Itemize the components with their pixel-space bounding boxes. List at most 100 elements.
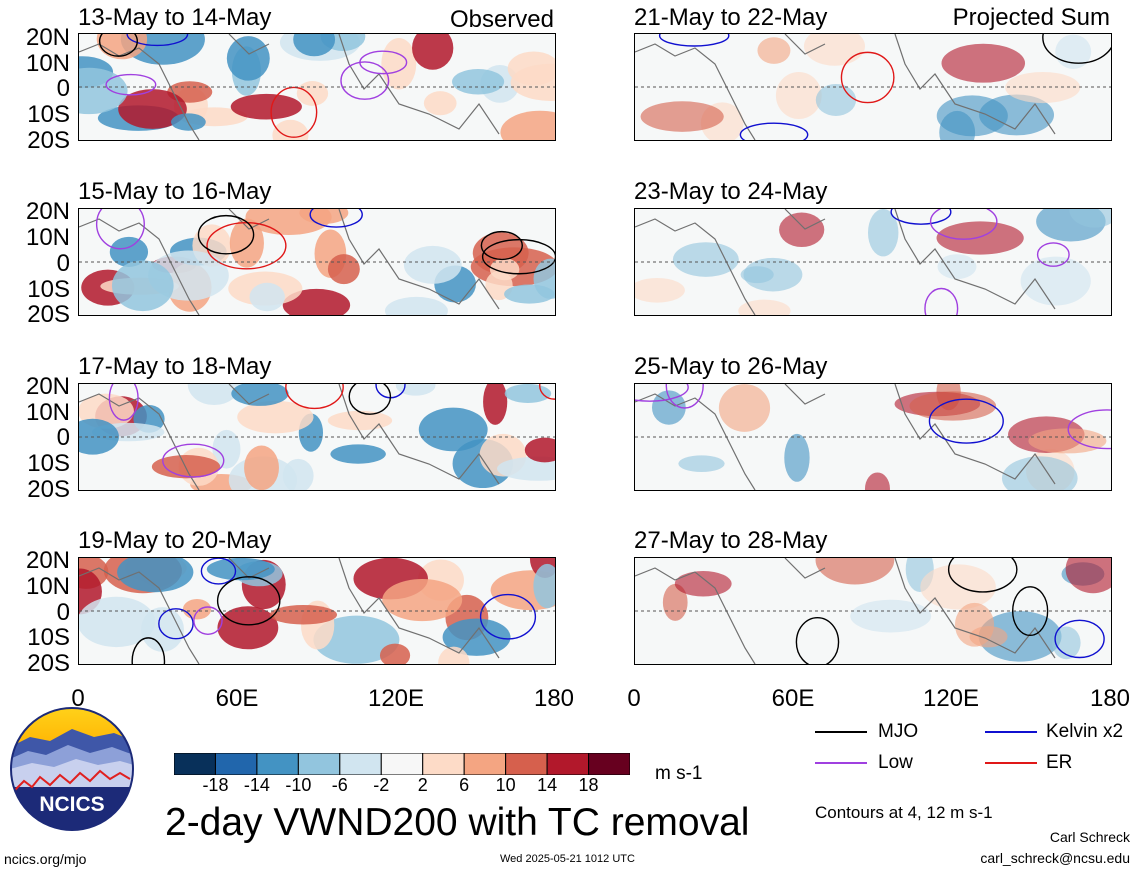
anomaly-patch	[815, 83, 857, 116]
anomaly-patch	[784, 433, 810, 482]
contour-line	[480, 230, 523, 261]
anomaly-patch	[483, 384, 508, 425]
anomaly-patch	[379, 643, 411, 664]
colorbar-swatch	[214, 752, 258, 776]
anomaly-patch	[395, 384, 436, 396]
colorbar-tick-label: -18	[202, 775, 229, 795]
colorbar-tick-label: -2	[373, 775, 390, 795]
contour-line	[216, 576, 281, 626]
anomaly-patch	[941, 43, 1026, 83]
anomaly-patch	[438, 646, 470, 664]
anomaly-patch	[803, 34, 866, 66]
anomaly-patch	[920, 564, 996, 610]
legend-label-mjo: MJO	[878, 721, 919, 742]
panel-label-observed: Observed	[449, 6, 554, 33]
anomaly-patch	[533, 563, 555, 609]
anomaly-patch	[936, 221, 1024, 255]
map-panel	[634, 383, 1112, 491]
colorbar-swatch	[173, 752, 216, 776]
map-panel	[78, 383, 556, 491]
anomaly-patch	[510, 63, 555, 101]
contour-line	[1054, 619, 1105, 659]
anomaly-patch	[187, 384, 241, 406]
colorbar-tick-label: -10	[285, 775, 312, 795]
contour-line	[739, 122, 809, 140]
map-field	[79, 558, 555, 664]
coastline	[635, 384, 1056, 490]
anomaly-patch	[282, 288, 351, 315]
lat-label: 10N	[25, 399, 70, 426]
legend-swatch-er	[985, 762, 1037, 764]
legend-swatch-mjo	[815, 731, 867, 733]
contour-line	[658, 34, 730, 47]
anomaly-patch	[412, 34, 454, 70]
anomaly-patch	[111, 260, 174, 312]
colorbar-tick-label: 18	[578, 775, 599, 795]
anomaly-patch	[864, 472, 890, 490]
anomaly-patch	[272, 119, 309, 140]
lon-label: 60E	[215, 685, 259, 712]
map-field	[635, 34, 1111, 140]
colorbar-swatch	[505, 752, 548, 776]
anomaly-patch	[418, 407, 488, 452]
legend-swatch-kelvin	[985, 731, 1037, 733]
lat-label: 10N	[25, 573, 70, 600]
anomaly-patch	[497, 456, 555, 481]
anomaly-patch	[452, 69, 505, 95]
anomaly-patch	[109, 236, 149, 267]
map-field	[635, 209, 1111, 315]
anomaly-patch	[313, 615, 400, 664]
legend-label-low: Low	[878, 752, 913, 773]
lat-label: 20S	[27, 301, 70, 328]
anomaly-patch	[296, 81, 329, 106]
colorbar-tick-label: -14	[243, 775, 270, 795]
anomaly-patch	[212, 429, 241, 469]
logo-text: NCICS	[39, 793, 104, 816]
anomaly-patch	[330, 444, 386, 464]
lat-label: 10S	[27, 624, 70, 651]
contour-line	[947, 558, 1018, 593]
lon-label: 0	[71, 685, 85, 712]
anomaly-patch	[117, 558, 194, 593]
lat-label: 10S	[27, 101, 70, 128]
anomaly-patch	[678, 455, 725, 473]
anomaly-patch	[640, 101, 724, 132]
anomaly-patch	[775, 71, 822, 119]
lon-label: 60E	[771, 685, 815, 712]
anomaly-patch	[1069, 209, 1111, 228]
lon-label: 120E	[367, 685, 425, 712]
panel-title: 25-May to 26-May	[634, 353, 828, 380]
anomaly-patch	[674, 571, 732, 597]
contour-line	[795, 616, 840, 664]
legend-swatch-low	[815, 762, 867, 764]
contour-line	[162, 443, 225, 478]
anomaly-patch	[293, 34, 336, 57]
anomaly-patch	[954, 602, 995, 647]
contour-line	[479, 593, 537, 640]
contour-line	[158, 608, 194, 640]
map-field	[79, 34, 555, 140]
coastline	[79, 384, 500, 490]
lat-label: 20S	[27, 127, 70, 154]
anomaly-patch	[1052, 626, 1081, 660]
contour-line	[924, 287, 959, 315]
footer-timestamp: Wed 2025-05-21 1012 UTC	[500, 853, 635, 865]
anomaly-patch	[384, 296, 448, 315]
contour-line	[1067, 409, 1111, 450]
map-panel	[634, 557, 1112, 665]
coastline	[79, 558, 500, 664]
contour-line	[481, 238, 555, 275]
colorbar-tick-label: 14	[537, 775, 558, 795]
colorbar-tick-label: -6	[331, 775, 348, 795]
anomaly-patch	[226, 36, 270, 81]
anomaly-patch	[237, 400, 314, 434]
lon-label: 180	[1089, 685, 1131, 712]
lat-label: 10S	[27, 450, 70, 477]
anomaly-patch	[423, 91, 457, 116]
legend-label-er: ER	[1046, 752, 1073, 773]
anomaly-patch	[524, 437, 555, 463]
footer-email[interactable]: carl_schreck@ncsu.edu	[980, 850, 1130, 866]
footer-author: Carl Schreck	[1049, 829, 1130, 845]
map-field	[79, 209, 555, 315]
footer-url[interactable]: ncics.org/mjo	[4, 851, 87, 867]
